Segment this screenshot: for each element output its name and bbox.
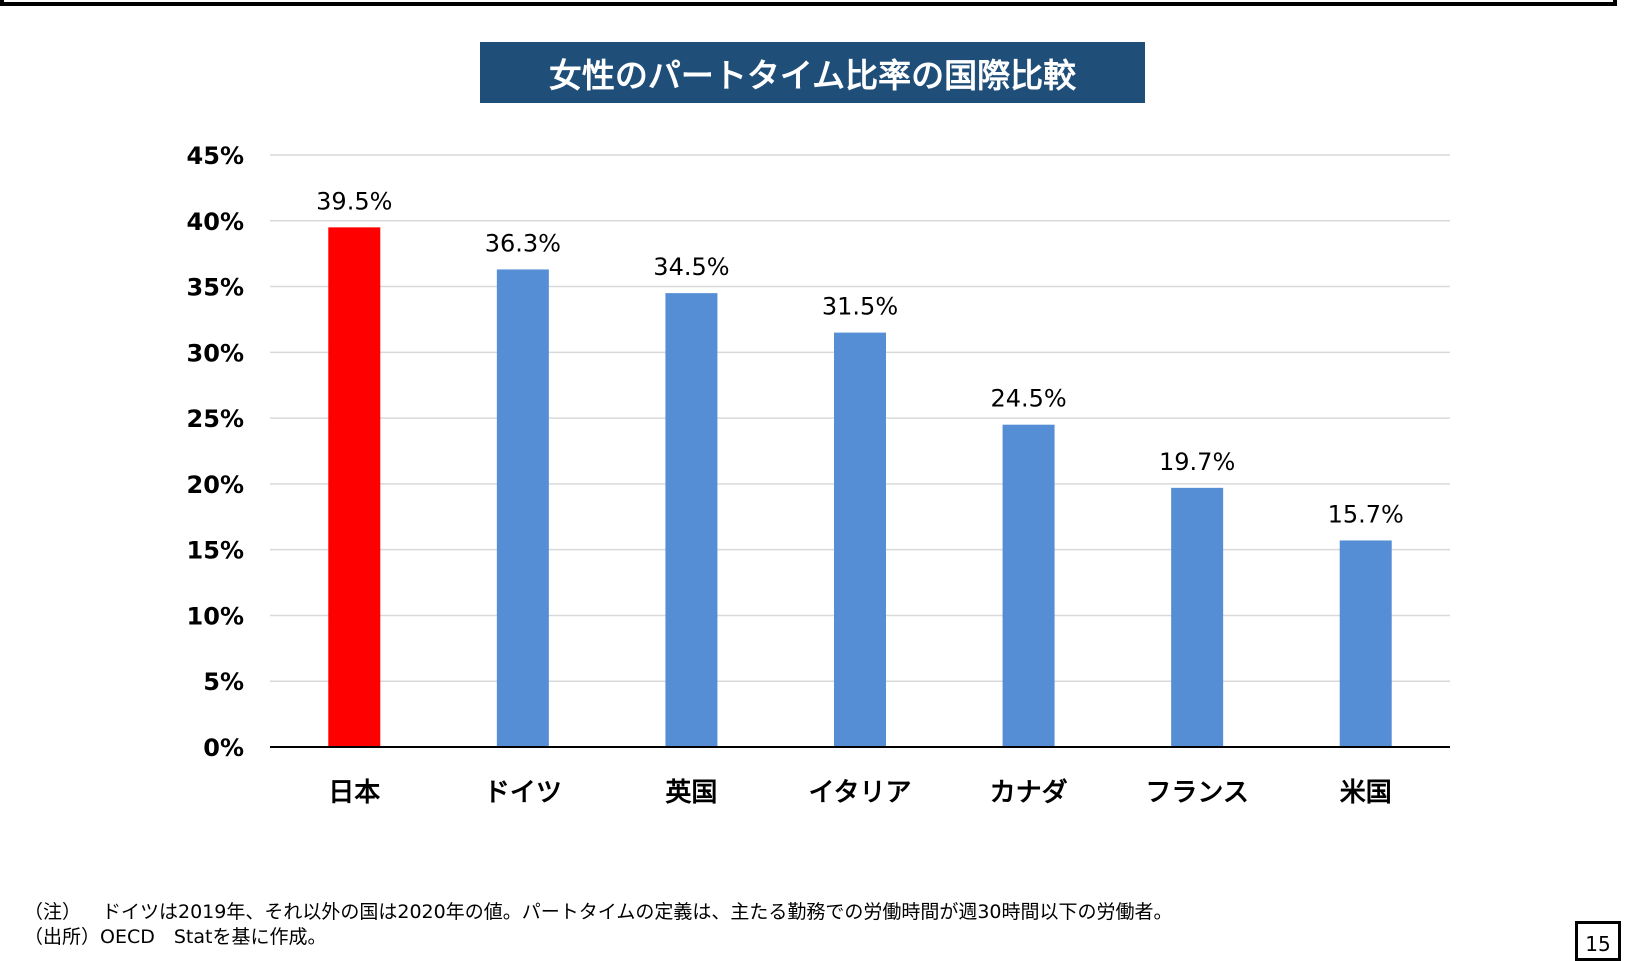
y-tick-label: 25% xyxy=(187,405,244,433)
y-tick-label: 10% xyxy=(187,602,244,630)
top-frame-border xyxy=(0,0,1617,6)
bar-7 xyxy=(1339,540,1392,747)
y-tick-label: 20% xyxy=(187,471,244,499)
data-label: 34.5% xyxy=(653,253,729,281)
y-tick-label: 45% xyxy=(187,142,244,170)
data-label: 19.7% xyxy=(1159,448,1235,476)
bar-5 xyxy=(1002,424,1055,747)
bar-1 xyxy=(328,227,381,747)
x-tick-label: ドイツ xyxy=(484,778,562,808)
footnote-note: （注） ドイツは2019年、それ以外の国は2020年の値。パートタイムの定義は、主… xyxy=(24,897,1173,924)
x-tick-label: 米国 xyxy=(1340,778,1392,808)
data-label: 15.7% xyxy=(1328,500,1404,528)
source-tag: （出所） xyxy=(24,926,101,948)
note-tag: （注） xyxy=(24,901,82,923)
page-number: 15 xyxy=(1575,921,1621,961)
x-tick-label: 日本 xyxy=(328,778,380,808)
x-tick-label: フランス xyxy=(1145,778,1248,808)
bar-4 xyxy=(834,332,886,747)
x-tick-label: 英国 xyxy=(665,778,717,808)
bar-2 xyxy=(496,269,549,747)
footnote-source: （出所）OECD Statを基に作成。 xyxy=(24,922,326,949)
y-tick-label: 40% xyxy=(187,208,244,236)
data-label: 24.5% xyxy=(990,385,1066,413)
y-tick-label: 15% xyxy=(187,537,244,565)
data-label: 39.5% xyxy=(316,187,392,215)
chart-title: 女性のパートタイム比率の国際比較 xyxy=(480,42,1145,103)
source-text: OECD Statを基に作成。 xyxy=(100,926,327,948)
bar-6 xyxy=(1171,487,1224,747)
x-tick-label: イタリア xyxy=(809,778,912,808)
note-text: ドイツは2019年、それ以外の国は2020年の値。パートタイムの定義は、主たる勤… xyxy=(102,901,1173,923)
y-tick-label: 30% xyxy=(187,339,244,367)
x-tick-label: カナダ xyxy=(990,777,1068,808)
bar-3 xyxy=(665,293,718,747)
y-tick-label: 35% xyxy=(187,274,244,302)
y-tick-label: 5% xyxy=(203,668,244,696)
data-label: 36.3% xyxy=(485,229,561,257)
data-label: 31.5% xyxy=(822,293,898,321)
y-tick-label: 0% xyxy=(203,734,244,762)
